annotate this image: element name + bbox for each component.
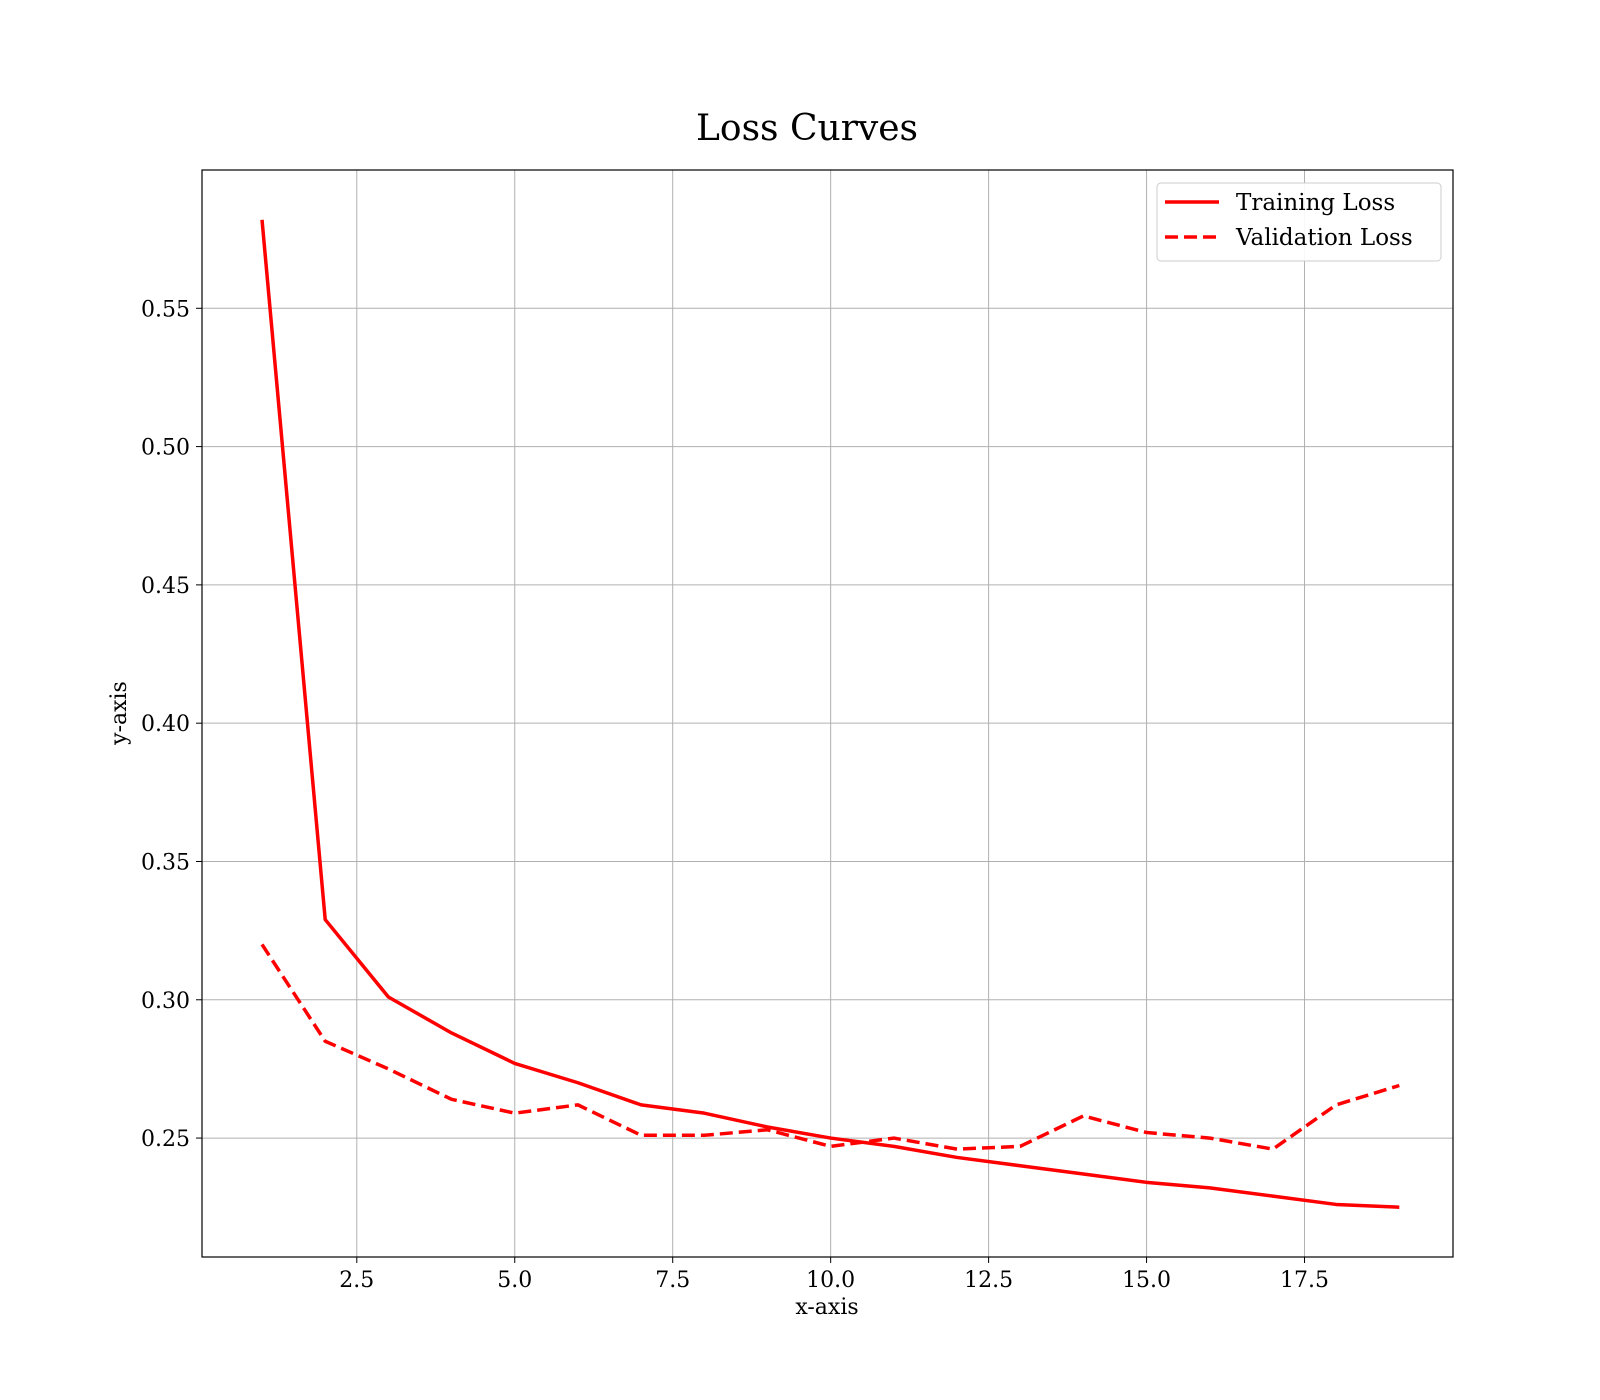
y-tick-label: 0.25: [141, 1127, 190, 1152]
x-tick-label: 12.5: [964, 1268, 1013, 1293]
legend-box: [1156, 182, 1442, 262]
x-tick-label: 17.5: [1280, 1268, 1329, 1293]
axis-ticks: 2.5 5.0 7.5 10.0 12.5 15.0 17.5 0.25 0.30 0.35 0.4…: [141, 297, 1329, 1293]
data-series: [260, 219, 1400, 1209]
y-tick-label: 0.40: [141, 712, 190, 737]
y-tick-label: 0.50: [141, 436, 190, 461]
series-line-training-loss: [260, 219, 1400, 1209]
chart-title: Loss Curves: [696, 108, 918, 149]
x-tick-label: 7.5: [655, 1268, 690, 1293]
x-tick-label: 10.0: [806, 1268, 855, 1293]
plot-area-frame: [201, 169, 1454, 1258]
legend: Training Loss Validation Loss: [1156, 182, 1442, 262]
x-tick-label: 15.0: [1122, 1268, 1171, 1293]
y-axis-label: y-axis: [107, 681, 132, 746]
y-tick-label: 0.35: [141, 850, 190, 875]
y-tick-label: 0.45: [141, 574, 190, 599]
legend-label-validation-loss: Validation Loss: [1235, 225, 1413, 251]
grid-lines: [202, 170, 1453, 1257]
x-axis-label: x-axis: [795, 1295, 858, 1320]
y-tick-label: 0.55: [141, 297, 190, 322]
series-line-validation-loss: [260, 943, 1400, 1151]
legend-label-training-loss: Training Loss: [1236, 190, 1395, 216]
y-tick-label: 0.30: [141, 989, 190, 1014]
x-tick-label: 5.0: [497, 1268, 532, 1293]
x-tick-label: 2.5: [339, 1268, 374, 1293]
